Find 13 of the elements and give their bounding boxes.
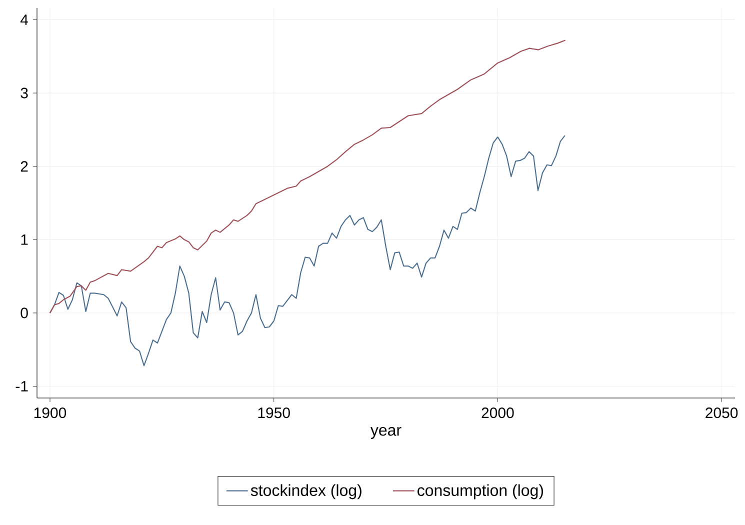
y-tick-label: 4 bbox=[20, 14, 28, 25]
x-tick-label: 2050 bbox=[706, 408, 738, 418]
legend-label: stockindex (log) bbox=[250, 484, 362, 500]
y-tick-label: 2 bbox=[20, 161, 28, 172]
x-tick-label: 2000 bbox=[482, 408, 514, 418]
y-tick-label: -1 bbox=[16, 381, 28, 392]
legend-label: consumption (log) bbox=[418, 484, 544, 500]
x-axis-title: year bbox=[370, 427, 402, 439]
y-tick-label: 0 bbox=[20, 308, 28, 318]
y-tick-label: 1 bbox=[21, 234, 28, 245]
x-tick-label: 1950 bbox=[258, 408, 290, 418]
y-tick-label: 3 bbox=[20, 88, 28, 98]
x-tick-label: 1900 bbox=[34, 408, 66, 418]
